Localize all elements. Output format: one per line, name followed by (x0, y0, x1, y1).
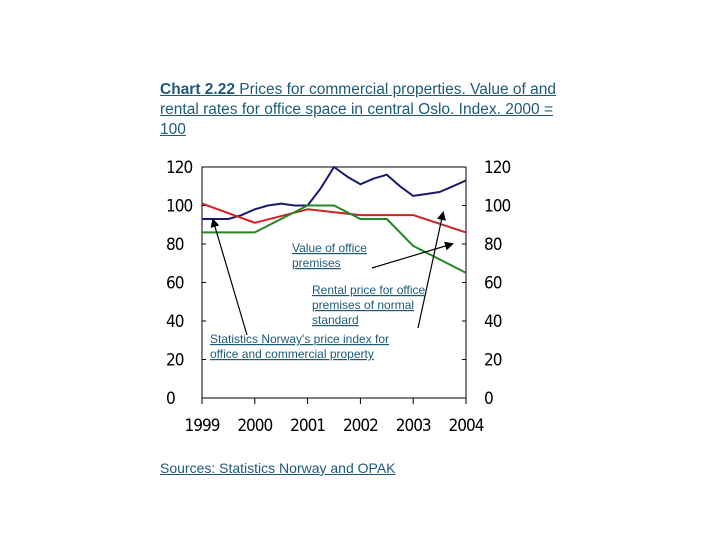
y-tick-label-left: 120 (166, 158, 192, 178)
y-tick-label-right: 80 (484, 235, 502, 255)
x-tick-label: 2003 (396, 416, 431, 436)
y-tick-label-left: 60 (166, 274, 184, 294)
chart-title-text: Prices for commercial properties. Value … (160, 81, 556, 138)
annotation-label-office-value: Value of office (292, 241, 367, 255)
annotation-arrow-office-value (371, 241, 454, 269)
series-line-rental-price (201, 202, 467, 234)
y-tick-label-left: 20 (166, 351, 184, 371)
y-tick-label-right: 0 (484, 389, 493, 409)
chart-source: Sources: Statistics Norway and OPAK (160, 460, 396, 476)
y-tick-label-right: 20 (484, 351, 502, 371)
x-tick-label: 2002 (343, 416, 378, 436)
x-tick-label: 1999 (185, 416, 220, 436)
annotation-label-price-index: Statistics Norway's price index for (210, 332, 389, 346)
y-tick-label-left: 100 (166, 197, 192, 217)
series-line-office-value (202, 204, 467, 274)
x-tick-label: 2000 (237, 416, 272, 436)
annotation-label-rental-price: standard (312, 313, 359, 327)
y-tick-label-left: 40 (166, 312, 184, 332)
series-lines (201, 166, 467, 274)
annotation-label-office-value: premises (292, 256, 341, 270)
x-tick-label: 2001 (290, 416, 325, 436)
x-tick-label: 2004 (449, 416, 484, 436)
y-tick-label-right: 120 (484, 158, 510, 178)
y-tick-label-right: 60 (484, 274, 502, 294)
series-line-price-index (202, 166, 467, 220)
annotation-arrow-price-index (210, 218, 248, 336)
y-tick-label-left: 0 (166, 389, 175, 409)
tick-labels: 0 0 20 20 40 40 60 60 80 80 100 100 120 120 1999 2000 20… (166, 158, 511, 436)
chart-title: Chart 2.22 Prices for commercial propert… (160, 80, 560, 140)
y-tick-label-left: 80 (166, 235, 184, 255)
annotation-label-rental-price: Rental price for office (312, 283, 425, 297)
y-tick-label-right: 40 (484, 312, 502, 332)
annotation-label-price-index: office and commercial property (210, 347, 374, 361)
chart-title-lead: Chart 2.22 (160, 81, 235, 98)
annotation-label-rental-price: premises of normal (312, 298, 414, 312)
annotation-arrow-rental-price (417, 211, 446, 329)
y-tick-label-right: 100 (484, 197, 510, 217)
